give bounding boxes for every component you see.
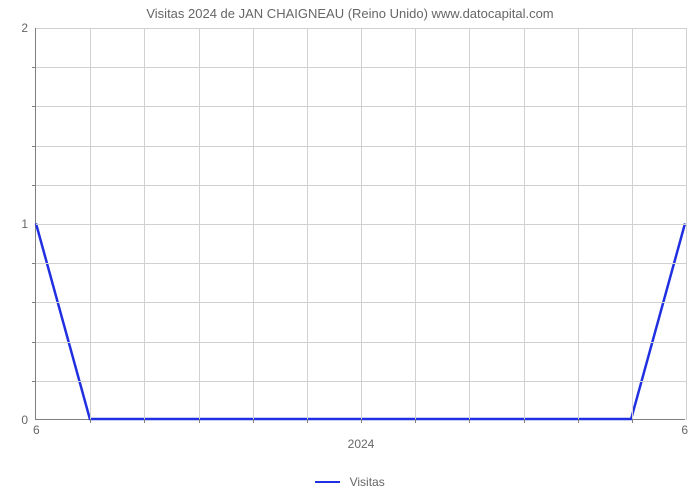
x-axis-tick bbox=[144, 419, 145, 423]
y-axis-tick bbox=[32, 342, 36, 343]
legend: Visitas bbox=[0, 474, 700, 489]
grid-h bbox=[36, 224, 686, 225]
grid-h bbox=[36, 342, 686, 343]
x-axis-tick bbox=[415, 419, 416, 423]
y-axis-tick bbox=[32, 106, 36, 107]
grid-h bbox=[36, 28, 686, 29]
y-axis-tick bbox=[32, 146, 36, 147]
grid-h bbox=[36, 263, 686, 264]
x-axis-tick bbox=[632, 419, 633, 423]
plot-area: 012662024 bbox=[35, 28, 685, 420]
chart-title: Visitas 2024 de JAN CHAIGNEAU (Reino Uni… bbox=[0, 6, 700, 21]
grid-h bbox=[36, 106, 686, 107]
y-axis-tick bbox=[32, 381, 36, 382]
x-axis-tick bbox=[469, 419, 470, 423]
y-axis-label: 2 bbox=[21, 21, 28, 35]
x-axis-tick bbox=[253, 419, 254, 423]
grid-h bbox=[36, 67, 686, 68]
y-axis-tick bbox=[32, 302, 36, 303]
grid-h bbox=[36, 185, 686, 186]
x-axis-tick bbox=[90, 419, 91, 423]
y-axis-label: 0 bbox=[21, 413, 28, 427]
legend-label: Visitas bbox=[350, 475, 385, 489]
grid-v bbox=[686, 28, 687, 420]
visits-chart: Visitas 2024 de JAN CHAIGNEAU (Reino Uni… bbox=[0, 0, 700, 500]
y-axis-tick bbox=[32, 185, 36, 186]
x-axis-tick bbox=[524, 419, 525, 423]
x-axis-tick bbox=[578, 419, 579, 423]
x-axis-right-label: 6 bbox=[681, 423, 688, 437]
grid-h bbox=[36, 302, 686, 303]
x-axis-tick bbox=[199, 419, 200, 423]
grid-h bbox=[36, 146, 686, 147]
grid-h bbox=[36, 381, 686, 382]
x-axis-tick bbox=[307, 419, 308, 423]
x-axis-center-label: 2024 bbox=[348, 437, 375, 451]
y-axis-tick bbox=[32, 67, 36, 68]
x-axis-tick bbox=[361, 419, 362, 423]
y-axis-tick bbox=[32, 263, 36, 264]
legend-swatch bbox=[315, 481, 340, 483]
y-axis-label: 1 bbox=[21, 217, 28, 231]
x-axis-left-label: 6 bbox=[33, 423, 40, 437]
